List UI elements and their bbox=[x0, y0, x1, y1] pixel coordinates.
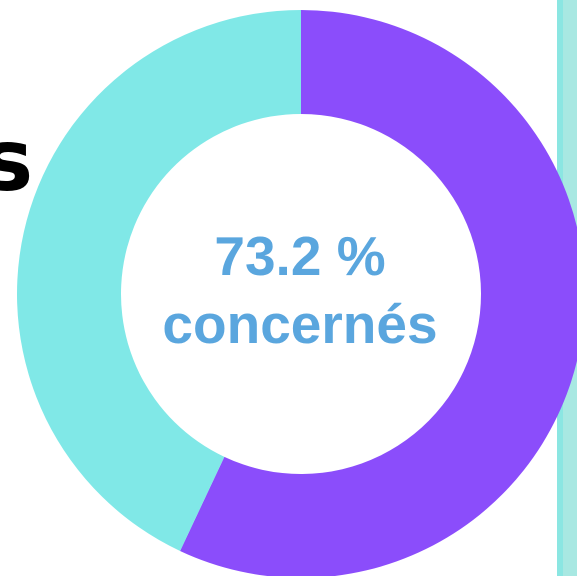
donut-slices bbox=[16, 10, 577, 576]
donut-center-label: 73.2 % concernés bbox=[150, 222, 450, 358]
center-value: 73.2 % bbox=[214, 225, 386, 287]
cropped-heading-fragment: s bbox=[0, 111, 34, 211]
donut-slice-0 bbox=[180, 10, 577, 576]
center-caption: concernés bbox=[162, 293, 438, 355]
donut-slice-1 bbox=[16, 10, 301, 551]
